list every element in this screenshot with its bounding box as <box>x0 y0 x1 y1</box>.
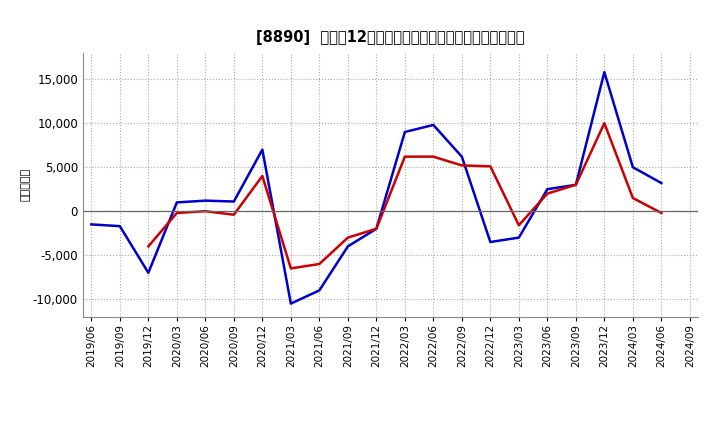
当期純利益 <box>629 195 637 201</box>
経常利益 <box>343 244 352 249</box>
Line: 経常利益: 経常利益 <box>91 72 662 304</box>
当期純利益 <box>201 209 210 214</box>
経常利益 <box>230 199 238 204</box>
当期純利益 <box>543 191 552 196</box>
当期純利益 <box>230 212 238 217</box>
当期純利益 <box>572 182 580 187</box>
当期純利益 <box>486 164 495 169</box>
経常利益 <box>572 182 580 187</box>
当期純利益 <box>343 235 352 240</box>
経常利益 <box>486 239 495 245</box>
経常利益 <box>372 226 381 231</box>
当期純利益 <box>457 163 466 168</box>
Line: 当期純利益: 当期純利益 <box>148 123 662 268</box>
経常利益 <box>515 235 523 240</box>
経常利益 <box>315 288 324 293</box>
経常利益 <box>201 198 210 203</box>
経常利益 <box>657 180 666 186</box>
経常利益 <box>115 224 124 229</box>
経常利益 <box>629 165 637 170</box>
当期純利益 <box>515 223 523 228</box>
当期純利益 <box>657 210 666 216</box>
経常利益 <box>144 270 153 275</box>
Y-axis label: （百万円）: （百万円） <box>20 168 30 202</box>
経常利益 <box>600 70 608 75</box>
当期純利益 <box>258 173 266 179</box>
Title: [8890]  利益だ12か月移動合計の対前年同期増減額の推移: [8890] 利益だ12か月移動合計の対前年同期増減額の推移 <box>256 29 525 45</box>
当期純利益 <box>400 154 409 159</box>
当期純利益 <box>315 261 324 267</box>
当期純利益 <box>173 210 181 216</box>
当期純利益 <box>600 121 608 126</box>
経常利益 <box>429 122 438 128</box>
当期純利益 <box>144 244 153 249</box>
当期純利益 <box>287 266 295 271</box>
経常利益 <box>258 147 266 152</box>
当期純利益 <box>372 226 381 231</box>
当期純利益 <box>429 154 438 159</box>
経常利益 <box>287 301 295 306</box>
経常利益 <box>400 129 409 135</box>
経常利益 <box>173 200 181 205</box>
経常利益 <box>457 154 466 159</box>
経常利益 <box>543 187 552 192</box>
経常利益 <box>87 222 96 227</box>
